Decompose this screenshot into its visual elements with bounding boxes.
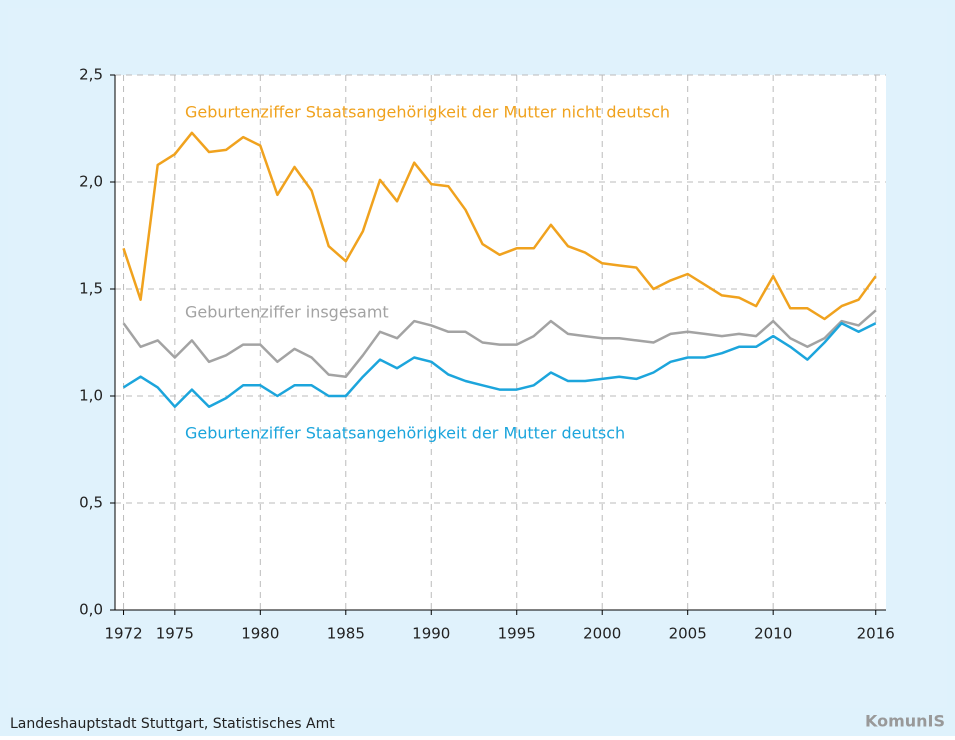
x-tick-label: 1995 xyxy=(498,625,536,643)
x-tick-label: 2016 xyxy=(857,625,895,643)
series-line xyxy=(122,309,877,378)
series-line xyxy=(122,131,877,321)
x-tick-label: 1990 xyxy=(412,625,450,643)
source: Landeshauptstadt Stuttgart, Statistische… xyxy=(10,716,335,732)
y-tick-label: 0,5 xyxy=(79,494,103,512)
series-label: Geburtenziffer Staatsangehörigkeit der M… xyxy=(185,424,625,443)
y-tick-label: 0,0 xyxy=(79,601,103,619)
y-tick-label: 2,5 xyxy=(79,66,103,84)
x-tick-label: 1972 xyxy=(104,625,142,643)
x-tick-label: 2000 xyxy=(583,625,621,643)
x-tick-label: 2010 xyxy=(754,625,792,643)
series-label: Geburtenziffer Staatsangehörigkeit der M… xyxy=(185,103,670,122)
y-tick-label: 1,0 xyxy=(79,387,103,405)
logo: KomunIS xyxy=(865,712,945,731)
plot-area xyxy=(115,75,886,610)
y-tick-label: 2,0 xyxy=(79,173,103,191)
x-tick-label: 2005 xyxy=(669,625,707,643)
series-label: Geburtenziffer insgesamt xyxy=(185,303,389,322)
x-tick-label: 1980 xyxy=(241,625,279,643)
series-line xyxy=(122,321,877,408)
x-tick-label: 1975 xyxy=(156,625,194,643)
y-tick-label: 1,5 xyxy=(79,280,103,298)
x-tick-label: 1985 xyxy=(327,625,365,643)
